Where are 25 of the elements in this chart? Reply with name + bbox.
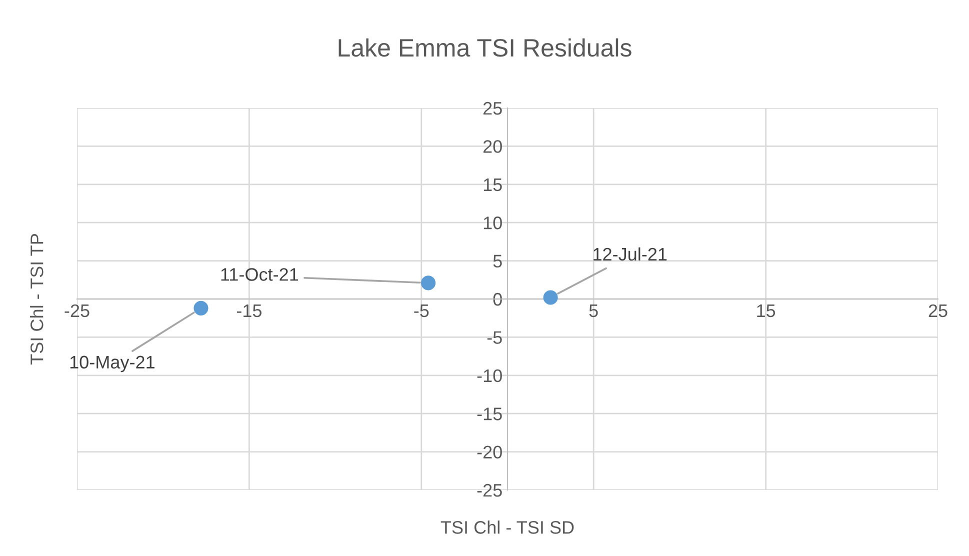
x-tick-label: -15 [236, 304, 262, 318]
y-tick-label: 25 [483, 102, 502, 115]
annotation: 12-Jul-21 [594, 247, 667, 261]
y-tick-label: -15 [477, 408, 502, 420]
chart-title: Lake Emma TSI Residuals [338, 38, 632, 57]
x-tick-label: -25 [64, 304, 90, 318]
point [543, 290, 558, 305]
x-tick-label: 5 [589, 304, 598, 318]
y-tick-label: 5 [493, 254, 502, 268]
y-tick-label: -20 [477, 446, 502, 459]
x-tick-label: -5 [414, 304, 429, 318]
y-tick-label: 15 [484, 178, 502, 192]
y-tick-label: 10 [484, 216, 502, 230]
y-tick-label: 20 [483, 140, 502, 153]
y-axis-title: TSI Chl - TSI TP [30, 234, 44, 364]
annotation: 10-May-21 [70, 356, 154, 372]
y-tick-label: -5 [487, 331, 502, 344]
point [194, 300, 208, 316]
annotation: 11-Oct-21 [221, 268, 298, 281]
y-tick-label: -25 [477, 484, 502, 497]
x-axis-title: TSI Chl - TSI SD [440, 520, 574, 534]
y-tick-label: -10 [477, 369, 502, 382]
x-tick-label: 15 [757, 304, 776, 318]
x-tick-label: 25 [928, 304, 948, 318]
point [421, 276, 436, 290]
